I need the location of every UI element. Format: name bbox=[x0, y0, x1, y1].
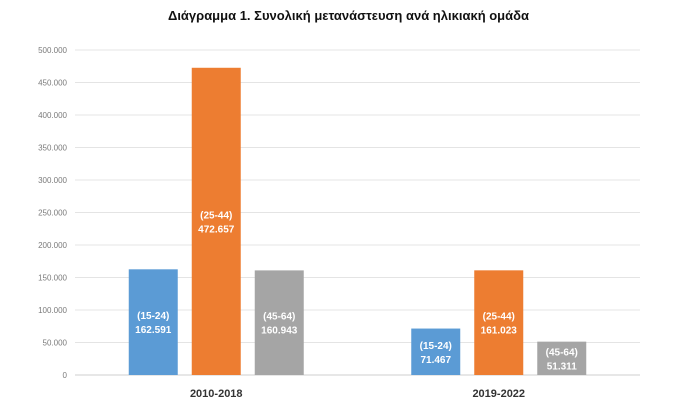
y-tick-label: 100.000 bbox=[38, 306, 67, 315]
bars bbox=[128, 67, 587, 375]
y-tick-label: 250.000 bbox=[38, 209, 67, 218]
bar bbox=[537, 341, 587, 375]
y-tick-label: 150.000 bbox=[38, 274, 67, 283]
y-tick-label: 300.000 bbox=[38, 176, 67, 185]
bar-value-label: 472.657 bbox=[198, 224, 235, 235]
x-category-label: 2010-2018 bbox=[190, 388, 243, 400]
bar-value-label: 51.311 bbox=[547, 361, 577, 372]
bar bbox=[191, 67, 241, 375]
x-category-label: 2019-2022 bbox=[472, 388, 525, 400]
y-tick-label: 450.000 bbox=[38, 79, 67, 88]
bar-series-label: (45-64) bbox=[546, 347, 578, 358]
bar-series-label: (45-64) bbox=[263, 312, 295, 323]
y-tick-label: 350.000 bbox=[38, 144, 67, 153]
y-tick-label: 500.000 bbox=[38, 46, 67, 55]
bar-series-label: (25-44) bbox=[483, 312, 515, 323]
bar bbox=[411, 328, 461, 375]
bar-series-label: (15-24) bbox=[420, 341, 452, 352]
bar bbox=[474, 270, 524, 375]
bar-value-label: 71.467 bbox=[420, 355, 451, 366]
bar-value-label: 162.591 bbox=[135, 325, 172, 336]
bar-value-label: 160.943 bbox=[261, 326, 298, 337]
chart-title: Διάγραμμα 1. Συνολική μετανάστευση ανά η… bbox=[167, 8, 530, 23]
bar-series-label: (15-24) bbox=[137, 311, 169, 322]
bar bbox=[128, 269, 178, 375]
y-tick-label: 50.000 bbox=[43, 339, 68, 348]
bar-labels: (15-24) 162.591 (25-44) 472.657 (45-64) 160.9… bbox=[135, 210, 578, 372]
bar-value-label: 161.023 bbox=[481, 326, 518, 337]
y-tick-label: 400.000 bbox=[38, 111, 67, 120]
y-tick-label: 0 bbox=[63, 371, 68, 380]
bar bbox=[254, 270, 304, 375]
gridlines bbox=[75, 49, 640, 376]
x-axis-categories: 2010-2018 2019-2022 bbox=[190, 388, 525, 400]
bar-series-label: (25-44) bbox=[200, 210, 232, 221]
y-axis-ticks: 0 50.000 100.000 150.000 200.000 250.000 300.0… bbox=[38, 46, 67, 380]
y-tick-label: 200.000 bbox=[38, 241, 67, 250]
